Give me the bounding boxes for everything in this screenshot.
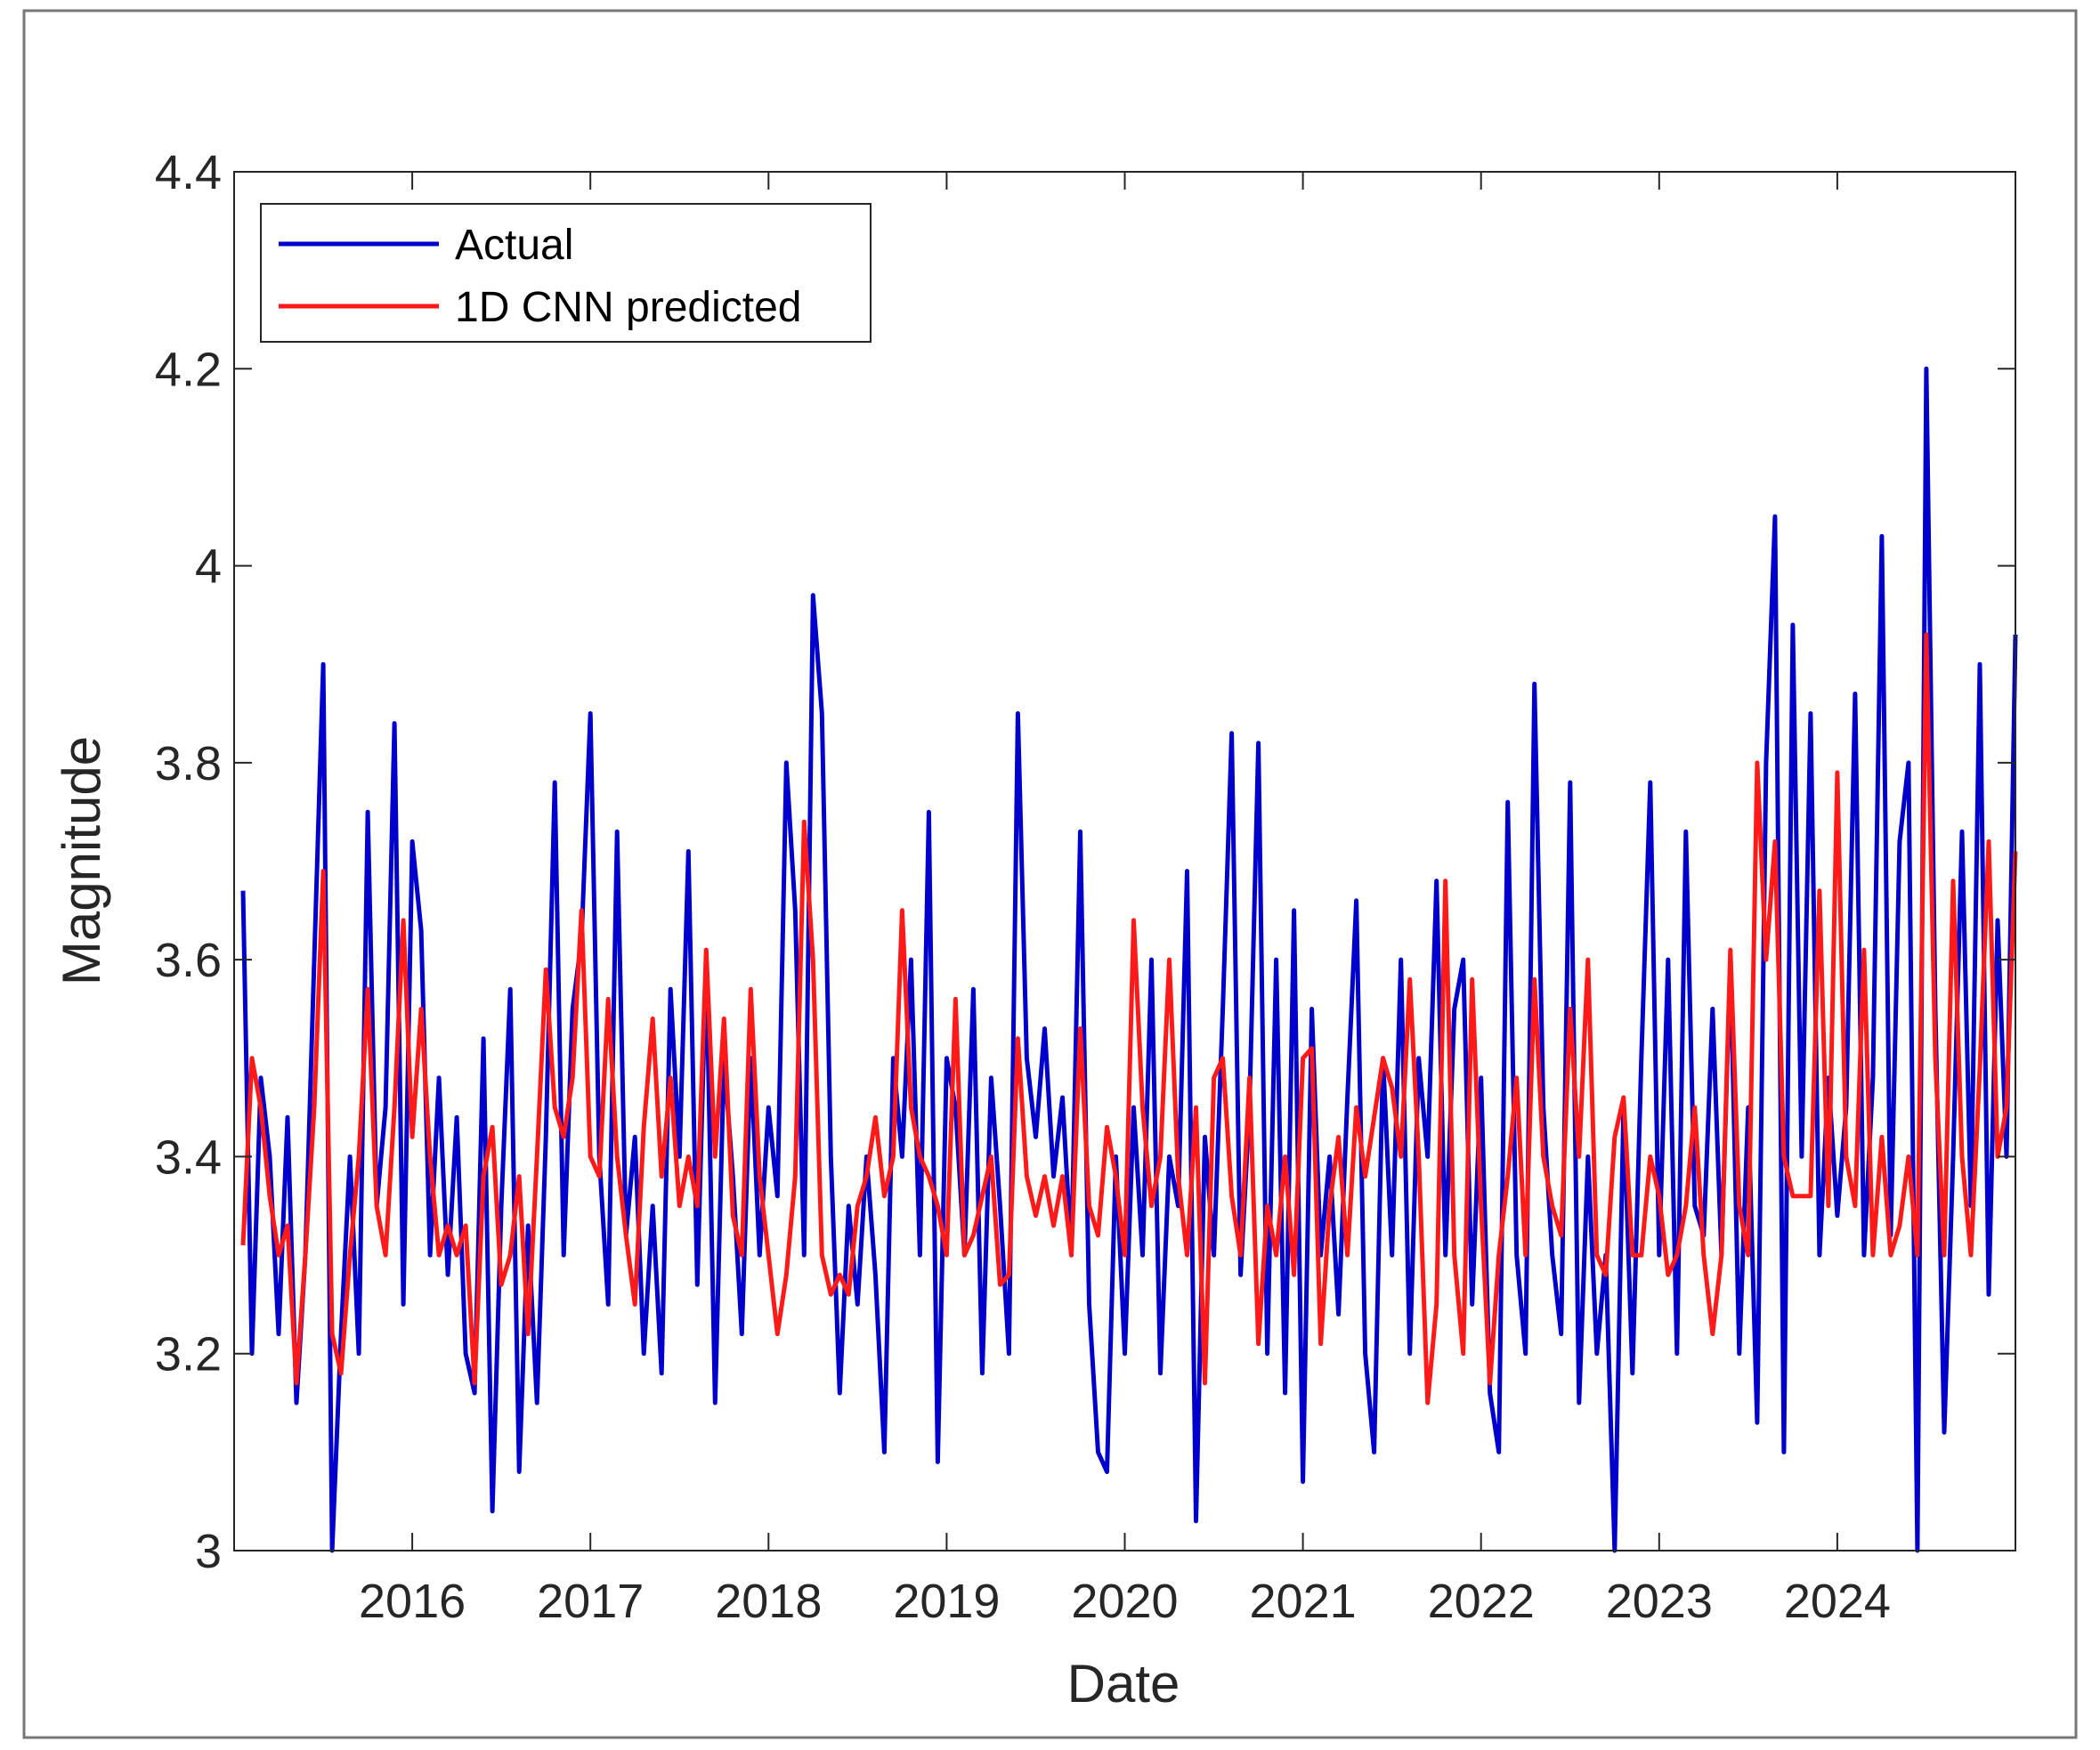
y-tick-label: 3.6	[155, 934, 222, 987]
x-tick-label: 2021	[1250, 1575, 1357, 1628]
x-tick-label: 2023	[1606, 1575, 1713, 1628]
y-tick-label: 4	[195, 540, 222, 594]
x-tick-label: 2024	[1784, 1575, 1891, 1628]
x-axis-label: Date	[1067, 1654, 1180, 1714]
y-tick-label: 3	[195, 1525, 222, 1578]
legend-label: Actual	[455, 222, 573, 269]
legend: Actual 1D CNN predicted	[260, 203, 872, 343]
x-tick-label: 2019	[893, 1575, 1000, 1628]
y-axis-label: Magnitude	[52, 736, 111, 985]
data-line	[240, 632, 2018, 1406]
data-line	[240, 366, 2018, 1553]
legend-label: 1D CNN predicted	[455, 284, 801, 331]
y-tick-label: 3.2	[155, 1328, 222, 1381]
y-tick-label: 3.8	[155, 737, 222, 790]
y-tick-label: 4.4	[155, 146, 222, 199]
y-tick-label: 3.4	[155, 1130, 222, 1184]
x-tick-label: 2018	[715, 1575, 822, 1628]
x-tick-label: 2022	[1428, 1575, 1535, 1628]
y-tick-label: 4.2	[155, 343, 222, 396]
x-tick-label: 2020	[1071, 1575, 1178, 1628]
x-tick-label: 2017	[537, 1575, 644, 1628]
x-tick-label: 2016	[359, 1575, 466, 1628]
legend-box	[260, 203, 872, 343]
